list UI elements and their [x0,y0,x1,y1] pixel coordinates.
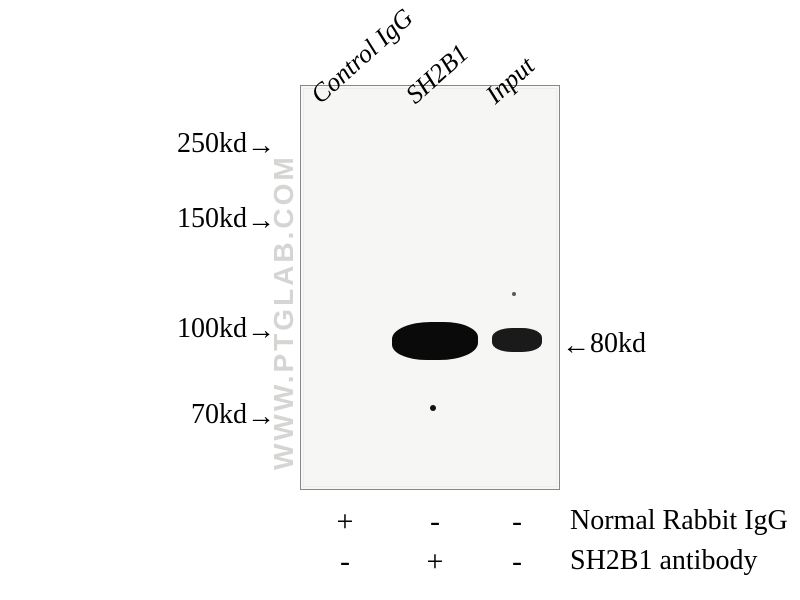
marker-100kd-text: 100kd [177,313,247,344]
cond-r2-lane2: + [415,545,455,579]
marker-150kd: 150kd→ [145,203,275,237]
cond-r1-label: Normal Rabbit IgG [570,505,788,537]
speck-1 [430,405,436,411]
cond-r1-lane2: - [415,505,455,539]
cond-r1-lane1: + [325,505,365,539]
marker-100kd: 100kd→ [145,313,275,347]
arrow-right-icon: → [247,205,275,237]
cond-r2-lane3: - [497,545,537,579]
band-input [492,328,542,352]
faint-inner-box [303,88,557,487]
marker-250kd-text: 250kd [177,128,247,159]
cond-r1-lane3: - [497,505,537,539]
marker-70kd-text: 70kd [191,399,247,430]
band-sh2b1-ip [392,322,478,360]
speck-2 [512,292,516,296]
cond-r2-lane1: - [325,545,365,579]
marker-70kd: 70kd→ [145,399,275,433]
blot-membrane [300,85,560,490]
arrow-right-icon: → [247,315,275,347]
cond-r2-label: SH2B1 antibody [570,545,757,577]
arrow-right-icon: → [247,130,275,162]
arrow-left-icon: ← [562,330,590,362]
figure-root: WWW.PTGLAB.COM Control IgG SH2B1 Input 2… [0,0,800,600]
marker-250kd: 250kd→ [145,128,275,162]
arrow-right-icon: → [247,401,275,433]
marker-150kd-text: 150kd [177,203,247,234]
detected-band-text: 80kd [590,328,646,359]
detected-band-80kd: ←80kd [562,328,646,362]
